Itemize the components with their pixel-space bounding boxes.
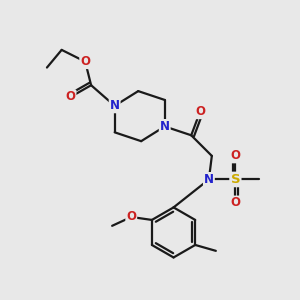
Text: N: N <box>204 173 214 186</box>
Text: O: O <box>230 149 240 162</box>
Text: O: O <box>80 55 90 68</box>
Text: O: O <box>195 105 205 118</box>
Text: S: S <box>231 173 240 186</box>
Text: N: N <box>160 120 170 133</box>
Text: N: N <box>110 99 120 112</box>
Text: O: O <box>126 211 136 224</box>
Text: O: O <box>65 91 76 103</box>
Text: O: O <box>230 196 240 209</box>
